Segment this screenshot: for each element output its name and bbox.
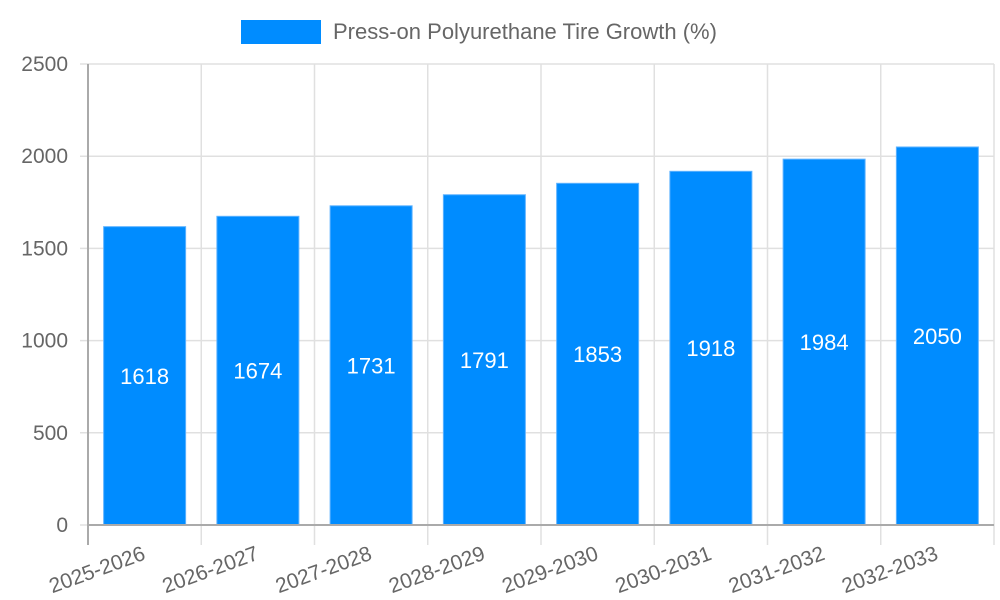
bar-value-label: 1731 (347, 353, 396, 378)
bar[interactable] (103, 226, 187, 526)
x-tick-label: 2028-2029 (386, 542, 488, 598)
x-tick-label: 2030-2031 (612, 542, 714, 598)
bars: 1618 1674 1731 1791 1853 1918 1984 2050 (103, 146, 979, 526)
bar-value-label: 2050 (913, 324, 962, 349)
bar[interactable] (329, 205, 413, 526)
bar[interactable] (669, 170, 753, 526)
bar[interactable] (556, 182, 640, 526)
bar-value-label: 1791 (460, 348, 509, 373)
legend-swatch (241, 20, 321, 44)
y-tick-label: 1000 (21, 330, 68, 353)
y-tick-label: 0 (56, 514, 68, 537)
bar[interactable] (442, 194, 526, 526)
x-tick-label: 2027-2028 (273, 542, 375, 598)
bar-value-label: 1674 (233, 359, 282, 384)
x-tick-label: 2031-2032 (726, 542, 828, 598)
x-tick-label: 2025-2026 (46, 542, 148, 598)
bar[interactable] (782, 158, 866, 526)
y-tick-label: 1500 (21, 237, 68, 260)
bar-value-label: 1618 (120, 364, 169, 389)
legend-label: Press-on Polyurethane Tire Growth (%) (333, 19, 717, 44)
x-tick-label: 2029-2030 (499, 542, 601, 598)
legend[interactable]: Press-on Polyurethane Tire Growth (%) (241, 18, 717, 46)
bar[interactable] (216, 215, 300, 526)
y-axis: 0 500 1000 1500 2000 2500 (21, 53, 68, 537)
bar-value-label: 1984 (800, 330, 849, 355)
x-axis: 2025-2026 2026-2027 2027-2028 2028-2029 2029… (46, 524, 994, 598)
x-tick-label: 2026-2027 (159, 542, 261, 598)
bar-value-label: 1853 (573, 342, 622, 367)
y-tick-label: 2000 (21, 145, 68, 168)
y-tick-label: 500 (33, 422, 68, 445)
y-tick-label: 2500 (21, 53, 68, 76)
bar-value-label: 1918 (686, 336, 735, 361)
x-tick-label: 2032-2033 (839, 542, 941, 598)
bar[interactable] (895, 146, 979, 526)
